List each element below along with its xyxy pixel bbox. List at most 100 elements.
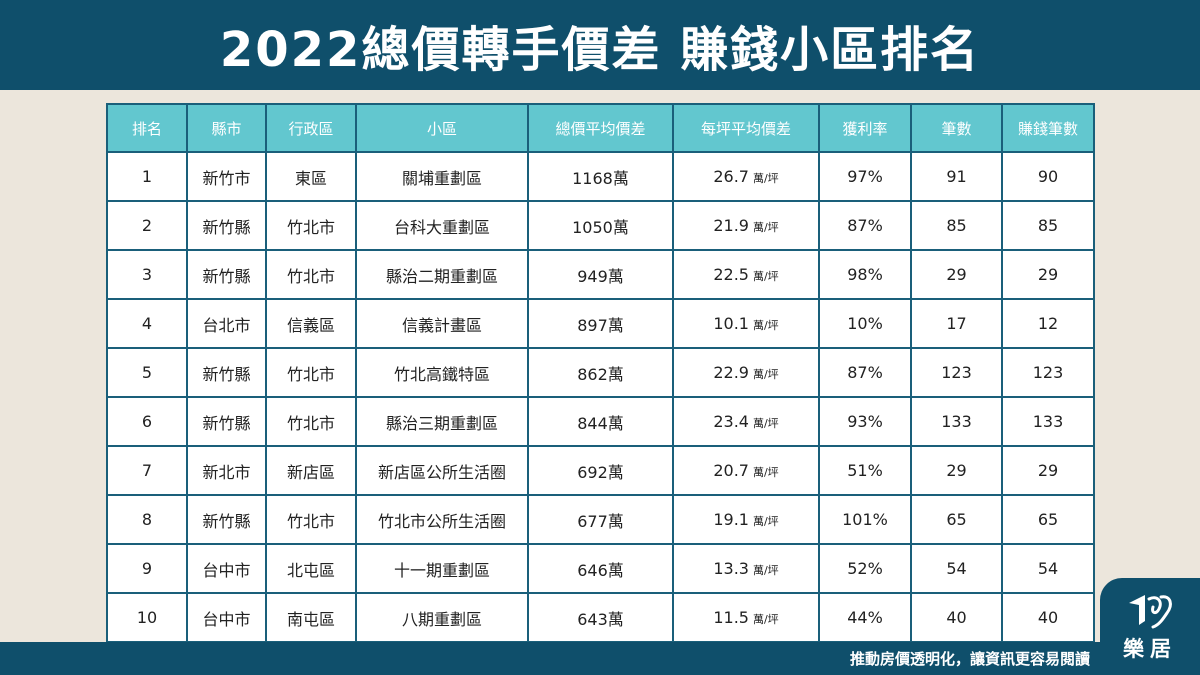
cell-value: 123 [1032,363,1064,382]
cell-value: 17 [946,314,967,333]
city-cell: 台中市 [186,592,267,643]
cell-value: 677萬 [577,511,624,531]
district-cell: 竹北市 [265,347,357,398]
cell-value: 台科大重劃區 [393,217,490,237]
cell-value: 54 [1037,559,1059,578]
city-cell: 新竹縣 [186,249,267,300]
profit-count-cell: 133 [1001,396,1095,447]
table-row: 7 新北市 新店區 新店區公所生活圈 692萬 20.7 萬/坪 51% 29 29 [106,445,1095,496]
cell-value: 竹北市 [286,217,335,237]
zone-cell: 八期重劃區 [355,592,529,643]
cell-value: 新竹縣 [202,266,251,286]
cell-value: 29 [1037,461,1059,480]
cell-value: 十一期重劃區 [393,560,490,580]
per-ping-cell: 13.3 萬/坪 [672,543,820,594]
profit-count-cell: 29 [1001,445,1095,496]
profit-count-cell: 40 [1001,592,1095,643]
cell-value: 竹北市 [286,266,335,286]
count-cell: 29 [910,249,1003,300]
cell-value: 40 [1037,608,1059,627]
total-diff-cell: 677萬 [527,494,674,545]
cell-value: 台中市 [202,560,251,580]
cell-value: 133 [1032,412,1064,431]
brand-logo: 樂居 [1100,578,1200,675]
per-ping-cell: 23.4 萬/坪 [672,396,820,447]
cell-value: 19.1 [713,510,749,529]
zone-cell: 縣治二期重劃區 [355,249,529,300]
column-header: 每坪平均價差 [672,103,820,153]
city-cell: 新北市 [186,445,267,496]
table-row: 6 新竹縣 竹北市 縣治三期重劃區 844萬 23.4 萬/坪 93% 133 133 [106,396,1095,447]
city-cell: 新竹縣 [186,396,267,447]
table-row: 5 新竹縣 竹北市 竹北高鐵特區 862萬 22.9 萬/坪 87% 123 123 [106,347,1095,398]
total-diff-cell: 1168萬 [527,151,674,202]
ranking-table: 排名 縣市 行政區 小區 總價平均價差 每坪平均價差 獲利率 筆數 賺錢筆數 1… [106,103,1095,643]
profit-count-cell: 123 [1001,347,1095,398]
table-header-row: 排名 縣市 行政區 小區 總價平均價差 每坪平均價差 獲利率 筆數 賺錢筆數 [106,103,1095,153]
footer-slogan: 推動房價透明化，讓資訊更容易閱讀 [849,650,1090,668]
logo-text: 樂居 [1123,636,1177,661]
city-cell: 台中市 [186,543,267,594]
count-cell: 29 [910,445,1003,496]
page-title: 2022總價轉手價差 賺錢小區排名 [219,22,981,78]
footer-bar [0,642,1200,675]
unit-label: 萬/坪 [752,368,779,381]
cell-value: 台中市 [202,609,251,629]
cell-value: 新竹縣 [202,511,251,531]
rank-cell: 2 [106,200,188,251]
district-cell: 竹北市 [265,396,357,447]
unit-label: 萬/坪 [752,417,779,430]
cell-value: 98% [847,265,883,284]
cell-value: 51% [847,461,883,480]
zone-cell: 竹北市公所生活圈 [355,494,529,545]
per-ping-cell: 10.1 萬/坪 [672,298,820,349]
rank-cell: 5 [106,347,188,398]
per-ping-cell: 22.5 萬/坪 [672,249,820,300]
cell-value: 東區 [294,168,327,188]
cell-value: 23.4 [713,412,749,431]
cell-value: 竹北市 [286,364,335,384]
cell-value: 1168萬 [572,168,629,188]
cell-value: 11.5 [713,608,749,627]
count-cell: 85 [910,200,1003,251]
city-cell: 新竹市 [186,151,267,202]
district-cell: 北屯區 [265,543,357,594]
count-cell: 65 [910,494,1003,545]
district-cell: 新店區 [265,445,357,496]
unit-label: 萬/坪 [752,172,779,185]
district-cell: 信義區 [265,298,357,349]
count-cell: 133 [910,396,1003,447]
count-cell: 54 [910,543,1003,594]
profit-rate-cell: 51% [818,445,912,496]
total-diff-cell: 643萬 [527,592,674,643]
zone-cell: 縣治三期重劃區 [355,396,529,447]
profit-count-cell: 12 [1001,298,1095,349]
total-diff-cell: 1050萬 [527,200,674,251]
leju-logo-icon [1129,594,1172,628]
cell-value: 897萬 [577,315,624,335]
cell-value: 26.7 [713,167,749,186]
cell-value: 22.5 [713,265,749,284]
cell-value: 844萬 [577,413,624,433]
cell-value: 台北市 [202,315,251,335]
unit-label: 萬/坪 [752,515,779,528]
profit-rate-cell: 10% [818,298,912,349]
zone-cell: 信義計畫區 [355,298,529,349]
city-cell: 新竹縣 [186,494,267,545]
cell-value: 4 [141,314,153,333]
total-diff-cell: 862萬 [527,347,674,398]
cell-value: 7 [141,461,153,480]
cell-value: 123 [941,363,972,382]
table-row: 9 台中市 北屯區 十一期重劃區 646萬 13.3 萬/坪 52% 54 54 [106,543,1095,594]
profit-rate-cell: 87% [818,347,912,398]
unit-label: 萬/坪 [752,564,779,577]
count-cell: 17 [910,298,1003,349]
district-cell: 竹北市 [265,200,357,251]
cell-value: 90 [1037,167,1059,186]
cell-value: 65 [946,510,967,529]
profit-count-cell: 85 [1001,200,1095,251]
cell-value: 646萬 [577,560,624,580]
cell-value: 65 [1037,510,1059,529]
table-row: 8 新竹縣 竹北市 竹北市公所生活圈 677萬 19.1 萬/坪 101% 65 65 [106,494,1095,545]
cell-value: 南屯區 [286,609,335,629]
